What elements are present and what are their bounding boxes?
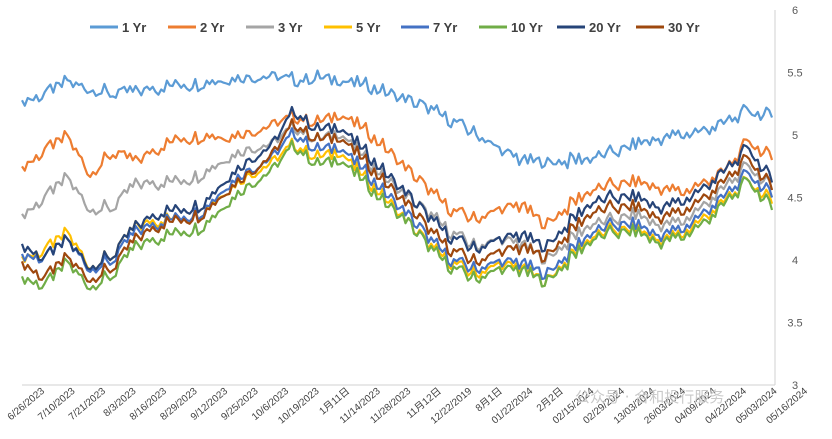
legend-label: 2 Yr [200, 20, 224, 35]
series-lines [20, 69, 774, 291]
legend-label: 10 Yr [511, 20, 543, 35]
y-tick-label: 4.5 [787, 193, 802, 205]
series-line [20, 127, 774, 281]
y-tick-label: 3.5 [787, 318, 802, 330]
y-tick-label: 5 [792, 130, 798, 142]
legend-label: 7 Yr [433, 20, 457, 35]
legend-label: 30 Yr [668, 20, 700, 35]
series-line [20, 118, 774, 283]
legend-label: 1 Yr [122, 20, 146, 35]
legend: 1 Yr 2 Yr 3 Yr 5 Yr 7 Yr 10 Yr 20 Yr 30 Yr [90, 20, 700, 35]
series-line [21, 69, 774, 170]
series-line [21, 120, 774, 265]
legend-label: 5 Yr [356, 20, 380, 35]
y-tick-label: 4 [792, 255, 798, 267]
watermark-text: 公众号 · 合和投行服务 [575, 388, 724, 406]
y-tick-label: 3 [792, 380, 798, 392]
series-line [20, 105, 774, 271]
series-line [20, 139, 774, 291]
y-tick-label: 5.5 [787, 68, 802, 80]
legend-label: 3 Yr [278, 20, 302, 35]
series-line [21, 108, 774, 230]
y-axis-ticks: 3 3.5 4 4.5 5 5.5 6 [787, 5, 802, 392]
y-tick-label: 6 [792, 5, 798, 17]
legend-label: 20 Yr [589, 20, 621, 35]
